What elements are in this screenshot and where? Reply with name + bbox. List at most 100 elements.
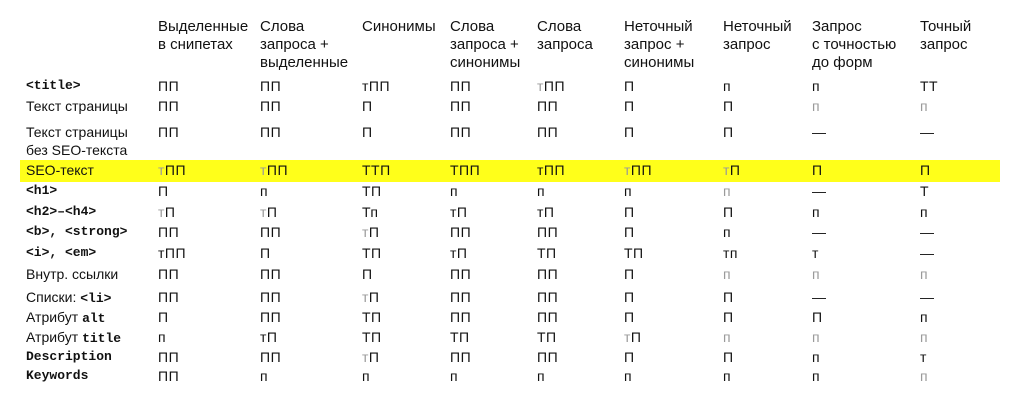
cell-prefix: т xyxy=(260,162,267,178)
table-cell: ПП xyxy=(450,223,471,241)
cell-value: п xyxy=(812,266,821,282)
table-cell: ПП xyxy=(450,348,471,366)
table-cell: П xyxy=(723,123,734,141)
table-cell: тП xyxy=(723,161,740,179)
row-label: <i>, <em> xyxy=(26,245,97,260)
cell-value: п xyxy=(920,98,929,114)
table-cell: ПП xyxy=(537,265,558,283)
row-label: <b>, <strong> xyxy=(26,224,128,239)
cell-value: П xyxy=(624,98,635,114)
cell-value: П xyxy=(368,224,380,240)
cell-value: ПП xyxy=(158,266,180,282)
cell-prefix: т xyxy=(624,162,631,178)
cell-value: ПП xyxy=(537,98,559,114)
cell-value: ПП xyxy=(158,349,180,365)
table-cell: п xyxy=(812,367,820,385)
table-cell: п xyxy=(450,367,458,385)
table-cell: П xyxy=(723,288,734,306)
cell-value: тП xyxy=(260,329,278,345)
table-cell: тП xyxy=(362,348,379,366)
cell-value: ПП xyxy=(450,224,472,240)
row-label-code: alt xyxy=(82,311,106,326)
table-cell: п xyxy=(723,182,731,200)
table-cell: ПП xyxy=(158,288,179,306)
cell-value: П xyxy=(812,309,823,325)
cell-value: ТП xyxy=(362,329,382,345)
table-cell: П xyxy=(624,348,635,366)
table-cell: п xyxy=(920,328,928,346)
table-cell: П xyxy=(260,244,271,262)
table-cell: П xyxy=(624,123,635,141)
cell-value: ТТ xyxy=(920,78,939,94)
table-cell: тПП xyxy=(537,77,565,95)
column-header: Синонимы xyxy=(362,18,436,35)
cell-value: п xyxy=(812,368,821,384)
table-cell: п xyxy=(812,265,820,283)
cell-value: п xyxy=(362,368,371,384)
table-cell: тПП xyxy=(537,161,565,179)
table-cell: п xyxy=(723,328,731,346)
table-cell: П xyxy=(723,308,734,326)
table-cell: ПП xyxy=(450,123,471,141)
cell-value: ПП xyxy=(260,349,282,365)
row-label: <title> xyxy=(26,78,81,93)
cell-value: П xyxy=(158,309,169,325)
table-cell: тПП xyxy=(362,77,390,95)
cell-value: П xyxy=(158,183,169,199)
table-cell: п xyxy=(812,328,820,346)
cell-prefix: т xyxy=(362,289,369,305)
table-cell: П xyxy=(723,97,734,115)
table-cell: п xyxy=(920,265,928,283)
cell-value: п xyxy=(723,329,732,345)
table-cell: ТП xyxy=(624,244,644,262)
table-cell: ТП xyxy=(537,244,557,262)
cell-value: ПП xyxy=(260,309,282,325)
cell-value: ТП xyxy=(450,329,470,345)
table-cell: п xyxy=(362,367,370,385)
table-cell: ПП xyxy=(158,348,179,366)
cell-value: ПП xyxy=(537,289,559,305)
table-cell: тПП xyxy=(260,161,288,179)
cell-prefix: т xyxy=(362,224,369,240)
row-label: Keywords xyxy=(26,368,89,383)
cell-value: П xyxy=(624,204,635,220)
table-cell: ПП xyxy=(260,77,281,95)
table-cell: ПП xyxy=(537,97,558,115)
cell-value: п xyxy=(450,183,459,199)
cell-value: — xyxy=(920,224,935,240)
table-cell: П xyxy=(723,348,734,366)
cell-value: — xyxy=(812,124,827,140)
cell-value: П xyxy=(368,289,380,305)
table-cell: П xyxy=(812,308,823,326)
cell-value: ПП xyxy=(450,98,472,114)
cell-value: ПП xyxy=(260,124,282,140)
cell-value: ТП xyxy=(537,329,557,345)
column-header: Слова запроса + синонимы xyxy=(450,18,521,71)
table-cell: ПП xyxy=(158,123,179,141)
table-cell: П xyxy=(723,203,734,221)
cell-value: — xyxy=(920,289,935,305)
cell-value: п xyxy=(260,183,269,199)
table-cell: тп xyxy=(723,244,738,262)
table-cell: п xyxy=(723,367,731,385)
table-cell: п xyxy=(624,367,632,385)
cell-value: п xyxy=(723,224,732,240)
cell-prefix: т xyxy=(260,204,267,220)
cell-prefix: т xyxy=(158,204,165,220)
row-label-code: title xyxy=(82,331,122,346)
table-cell: ТТП xyxy=(362,161,391,179)
table-cell: ПП xyxy=(260,348,281,366)
cell-value: т xyxy=(812,245,819,261)
cell-value: ПП xyxy=(537,349,559,365)
cell-value: П xyxy=(362,266,373,282)
table-cell: п xyxy=(812,203,820,221)
table-cell: тПП xyxy=(158,161,186,179)
cell-value: ПП xyxy=(158,124,180,140)
cell-value: — xyxy=(920,124,935,140)
table-cell: П xyxy=(362,97,373,115)
cell-value: П xyxy=(266,204,278,220)
row-label: Атрибут title xyxy=(26,328,121,348)
table-cell: т xyxy=(812,244,819,262)
column-header: Неточный запрос + синонимы xyxy=(624,18,695,71)
cell-value: П xyxy=(723,204,734,220)
